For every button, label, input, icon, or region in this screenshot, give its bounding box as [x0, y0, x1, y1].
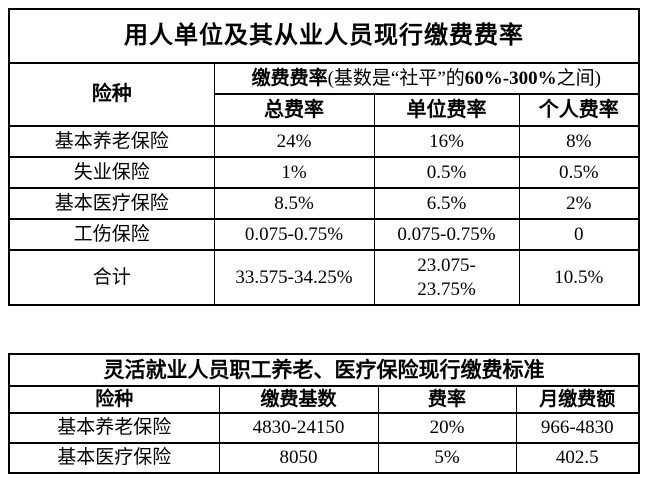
employer-rate-table: 用人单位及其从业人员现行缴费费率 险种 缴费费率(基数是“社平”的60%-300… — [8, 8, 640, 306]
personal-rate-value: 10.5% — [518, 249, 640, 306]
total-rate-value: 24% — [213, 125, 375, 158]
row-label: 合计 — [8, 249, 215, 306]
rate-note-part-2: (基数是“社平”的 — [327, 67, 465, 89]
table-row-unemployment: 失业保险 1% 0.5% 0.5% — [8, 156, 640, 189]
employer-rate-value: 16% — [373, 125, 520, 158]
employer-table-title: 用人单位及其从业人员现行缴费费率 — [8, 8, 640, 64]
tables-gap — [8, 306, 638, 353]
total-rate-value: 0.075-0.75% — [213, 218, 375, 251]
column-header-insurance-type: 险种 — [8, 385, 220, 414]
column-header-contribution-base: 缴费基数 — [218, 385, 379, 414]
table-row-total: 合计 33.575-34.25% 23.075- 23.75% 10.5% — [8, 249, 640, 306]
column-header-personal-rate: 个人费率 — [518, 93, 640, 127]
monthly-amount-value: 966-4830 — [515, 412, 640, 444]
employer-rate-value: 23.075- 23.75% — [373, 249, 520, 306]
column-header-rate: 费率 — [377, 385, 517, 414]
personal-rate-value: 0.5% — [518, 156, 640, 189]
rate-note-part-1: 缴费费率 — [251, 67, 328, 89]
column-header-insurance-type: 险种 — [8, 62, 215, 127]
monthly-amount-value: 402.5 — [515, 442, 640, 474]
flexible-table-title: 灵活就业人员职工养老、医疗保险现行缴费标准 — [8, 353, 640, 387]
personal-rate-value: 8% — [518, 125, 640, 158]
table-row-pension: 基本养老保险 4830-24150 20% 966-4830 — [8, 412, 640, 444]
employer-table-title-row: 用人单位及其从业人员现行缴费费率 — [8, 8, 640, 64]
row-label: 基本养老保险 — [8, 412, 220, 444]
column-header-total-rate: 总费率 — [213, 93, 375, 127]
row-label: 基本医疗保险 — [8, 442, 220, 474]
total-rate-value: 8.5% — [213, 187, 375, 220]
row-label: 基本医疗保险 — [8, 187, 215, 220]
rate-base-note: 缴费费率(基数是“社平”的60%-300%之间) — [213, 62, 640, 95]
employer-rate-value: 0.075-0.75% — [373, 218, 520, 251]
table-row-pension: 基本养老保险 24% 16% 8% — [8, 125, 640, 158]
flexible-table-header-row: 险种 缴费基数 费率 月缴费额 — [8, 385, 640, 414]
rate-note-part-4: 之间) — [556, 67, 601, 89]
personal-rate-value: 2% — [518, 187, 640, 220]
row-label: 工伤保险 — [8, 218, 215, 251]
row-label: 失业保险 — [8, 156, 215, 189]
total-rate-value: 1% — [213, 156, 375, 189]
row-label: 基本养老保险 — [8, 125, 215, 158]
base-value: 8050 — [218, 442, 379, 474]
table-row-work-injury: 工伤保险 0.075-0.75% 0.075-0.75% 0 — [8, 218, 640, 251]
total-rate-value: 33.575-34.25% — [213, 249, 375, 306]
column-header-employer-rate: 单位费率 — [373, 93, 520, 127]
employer-table-header-row-2: 总费率 单位费率 个人费率 — [9, 93, 640, 127]
rate-value: 5% — [377, 442, 517, 474]
employer-table-header-row-1: 险种 缴费费率(基数是“社平”的60%-300%之间) — [8, 62, 640, 127]
table-row-medical: 基本医疗保险 8050 5% 402.5 — [8, 442, 640, 474]
employer-rate-value: 0.5% — [373, 156, 520, 189]
flexible-employment-table: 灵活就业人员职工养老、医疗保险现行缴费标准 险种 缴费基数 费率 月缴费额 基本… — [8, 353, 640, 474]
base-value: 4830-24150 — [218, 412, 379, 444]
rate-value: 20% — [377, 412, 517, 444]
employer-rate-value: 6.5% — [373, 187, 520, 220]
table-row-medical: 基本医疗保险 8.5% 6.5% 2% — [8, 187, 640, 220]
column-header-monthly-amount: 月缴费额 — [515, 385, 640, 414]
rate-note-part-3: 60%-300% — [464, 67, 557, 89]
personal-rate-value: 0 — [518, 218, 640, 251]
flexible-table-title-row: 灵活就业人员职工养老、医疗保险现行缴费标准 — [8, 353, 640, 387]
